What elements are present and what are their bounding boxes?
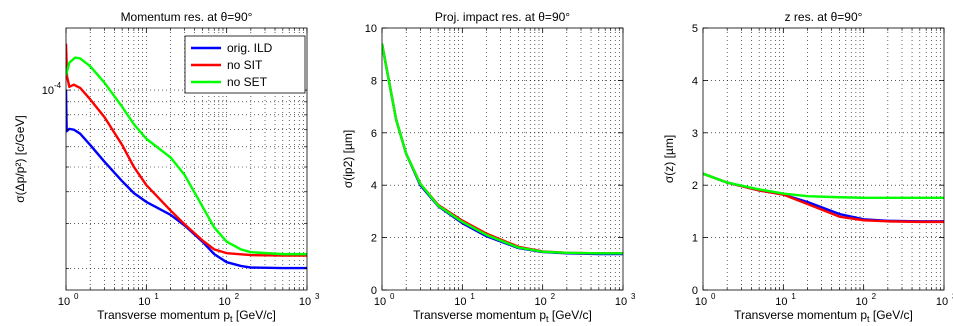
y-tick-label: 8 xyxy=(371,75,377,87)
y-tick-label: 6 xyxy=(371,128,377,140)
x-tick-label: 10 xyxy=(299,296,311,308)
legend-entry: orig. ILD xyxy=(227,41,273,55)
series-line-no-sit xyxy=(66,43,307,257)
x-axis-label: Transverse momentum pt [GeV/c] xyxy=(413,308,592,324)
legend-entry: no SET xyxy=(227,75,268,89)
grid xyxy=(66,28,307,290)
x-tick-exponent: 1 xyxy=(470,292,475,301)
x-tick-exponent: 2 xyxy=(872,292,877,301)
x-tick-label: 10 xyxy=(138,296,150,308)
series-group xyxy=(703,172,944,224)
x-tick-exponent: 2 xyxy=(235,292,240,301)
y-tick-label: 1 xyxy=(692,233,698,245)
y-axis-label: σ(Δp/p²) [c/GeV] xyxy=(13,115,27,202)
series-group xyxy=(382,43,623,256)
chart-zres: 100101102103012345z res. at θ=90°Transve… xyxy=(662,10,953,324)
series-line-no-set xyxy=(66,56,307,256)
x-tick-exponent: 0 xyxy=(390,292,395,301)
x-tick-exponent: 3 xyxy=(631,292,636,301)
y-axis-label: σ(ip2) [µm] xyxy=(341,130,355,188)
x-tick-exponent: 0 xyxy=(74,292,79,301)
y-axis-label: σ(z) [µm] xyxy=(662,135,676,183)
x-tick-exponent: 1 xyxy=(154,292,159,301)
y-tick-label: 2 xyxy=(692,180,698,192)
x-tick-exponent: 0 xyxy=(711,292,716,301)
x-tick-exponent: 1 xyxy=(791,292,796,301)
y-tick-label: 2 xyxy=(371,233,377,245)
x-tick-label: 10 xyxy=(535,296,547,308)
y-tick-label: 0 xyxy=(371,285,377,297)
y-tick-label: 3 xyxy=(692,128,698,140)
series-line-no-set xyxy=(382,43,623,255)
axes-frame xyxy=(702,27,945,291)
chart-title: Momentum res. at θ=90° xyxy=(121,10,253,24)
x-tick-label: 10 xyxy=(695,296,707,308)
legend-entry: no SIT xyxy=(227,58,263,72)
chart-title: z res. at θ=90° xyxy=(785,10,863,24)
x-axis-label: Transverse momentum pt [GeV/c] xyxy=(734,308,913,324)
y-tick-exponent: -4 xyxy=(54,81,62,90)
y-tick-label: 4 xyxy=(692,75,698,87)
plot-area xyxy=(382,28,623,290)
x-tick-label: 10 xyxy=(775,296,787,308)
x-axis-label: Transverse momentum pt [GeV/c] xyxy=(97,308,276,324)
y-tick-label: 10 xyxy=(42,85,54,97)
axes-frame xyxy=(381,27,624,291)
series-line-orig-ild xyxy=(66,90,307,270)
y-tick-label: 5 xyxy=(692,23,698,35)
series-group xyxy=(66,43,307,270)
plot-area xyxy=(703,28,944,290)
x-tick-exponent: 2 xyxy=(551,292,556,301)
x-tick-label: 10 xyxy=(219,296,231,308)
x-tick-exponent: 3 xyxy=(315,292,320,301)
x-tick-label: 10 xyxy=(58,296,70,308)
x-tick-label: 10 xyxy=(454,296,466,308)
y-tick-label: 4 xyxy=(371,180,377,192)
chart-title: Proj. impact res. at θ=90° xyxy=(435,10,570,24)
series-line-no-set xyxy=(703,172,944,199)
y-tick-label: 10 xyxy=(365,23,377,35)
x-tick-label: 10 xyxy=(856,296,868,308)
x-tick-label: 10 xyxy=(374,296,386,308)
x-tick-label: 10 xyxy=(615,296,627,308)
legend: orig. ILD no SIT no SET xyxy=(184,35,306,94)
x-tick-label: 10 xyxy=(936,296,948,308)
axes-frame xyxy=(65,27,308,291)
y-tick-label: 0 xyxy=(692,285,698,297)
